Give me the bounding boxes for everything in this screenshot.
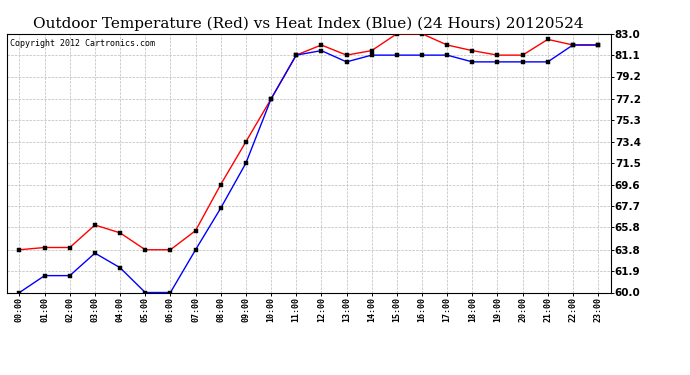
Text: Copyright 2012 Cartronics.com: Copyright 2012 Cartronics.com (10, 39, 155, 48)
Title: Outdoor Temperature (Red) vs Heat Index (Blue) (24 Hours) 20120524: Outdoor Temperature (Red) vs Heat Index … (33, 17, 584, 31)
